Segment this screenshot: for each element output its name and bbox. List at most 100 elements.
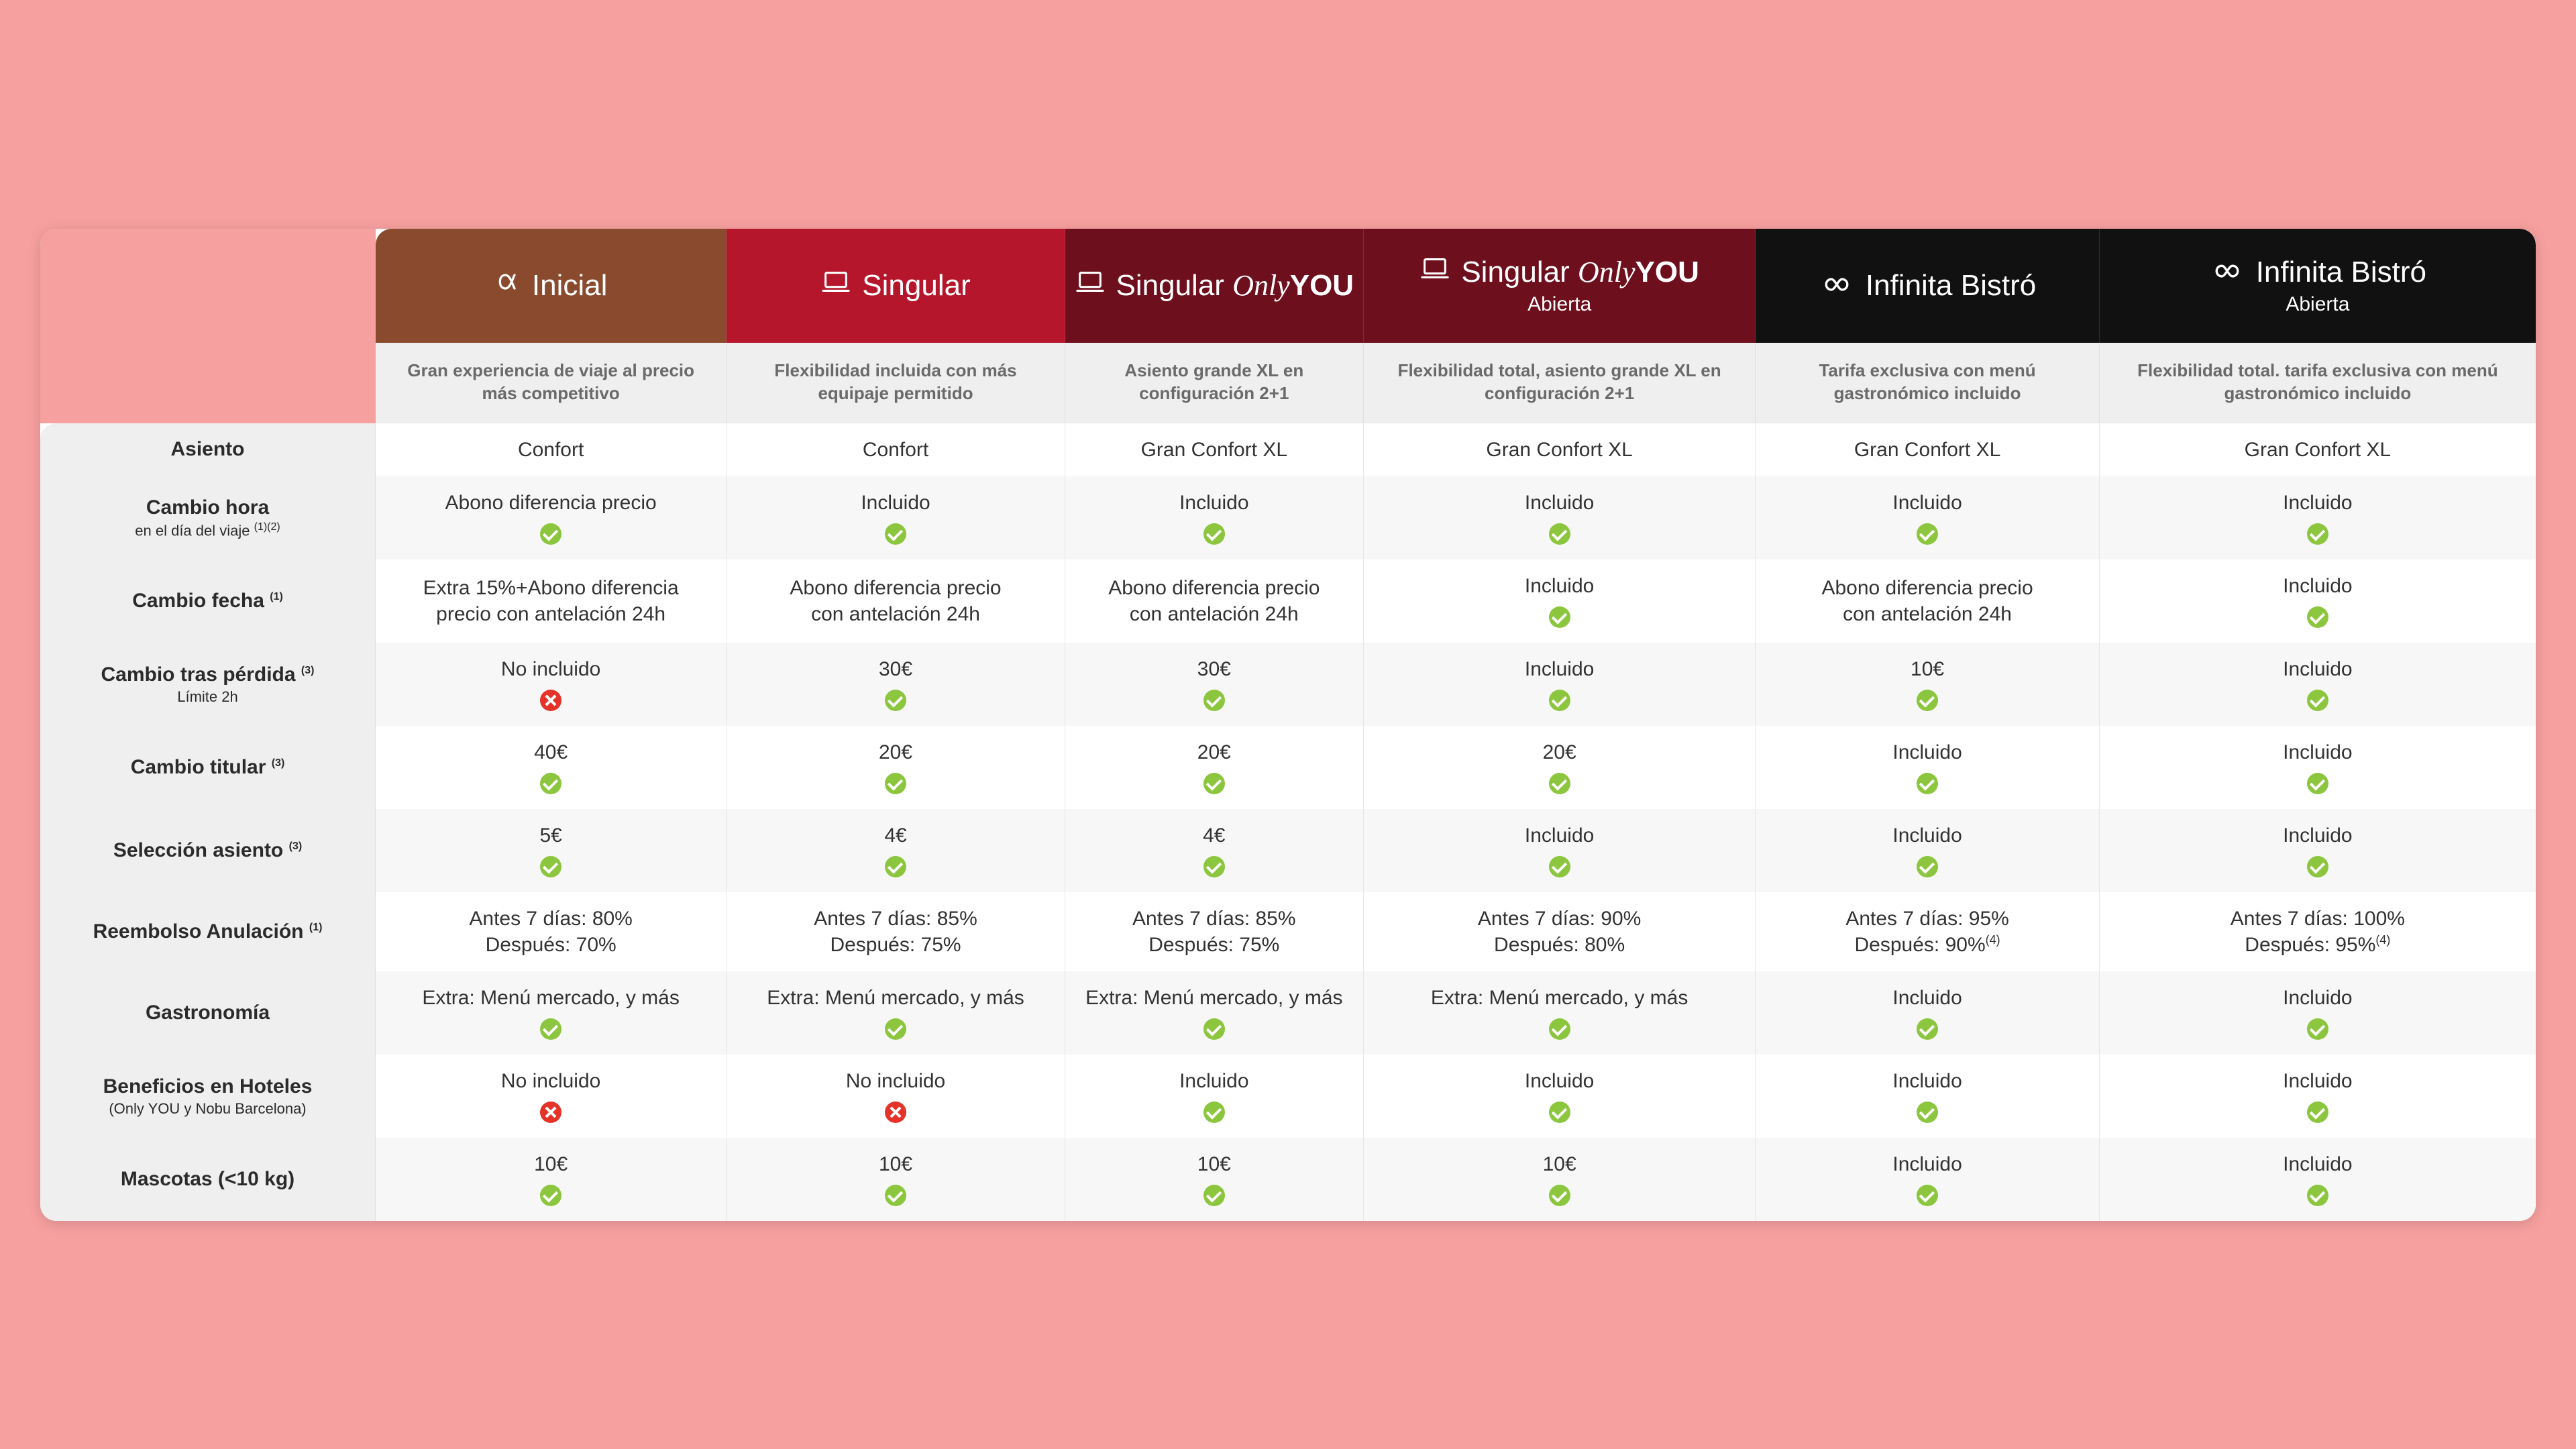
cell: Confort [376,423,727,476]
row-label: Asiento [40,423,376,476]
check-icon [2112,520,2524,546]
row-label: Reembolso Anulación (1) [40,892,376,971]
row-label-main: Asiento [170,438,244,460]
check-icon [1768,853,2086,879]
cell: Extra 15%+Abono diferenciaprecio con ant… [376,559,727,643]
cell-text: Extra: Menú mercado, y más [1431,987,1688,1009]
row-label: Selección asiento (3) [40,809,376,892]
cell-text: Incluido [1179,1070,1248,1092]
cell-text: Incluido [1525,575,1594,597]
check-icon [739,1181,1053,1208]
check-icon [1768,769,2086,796]
cell: Antes 7 días: 85%Después: 75% [727,892,1065,971]
table-row: Cambio titular (3)40€20€20€20€IncluidoIn… [40,726,2536,809]
cell-text: Extra: Menú mercado, y más [1085,987,1342,1009]
plan-title-text: Inicial [532,269,608,303]
cell: Incluido [1756,1138,2099,1221]
check-icon [2112,1098,2524,1124]
cell-text: Abono diferencia precio [1821,577,2033,599]
cell-text: No incluido [501,1070,600,1092]
cell: 20€ [1065,726,1364,809]
plan-header-inicial: Inicial [376,229,727,343]
row-label-sub: en el día del viaje (1)(2) [59,521,356,540]
cell-text: Antes 7 días: 80% [469,908,633,930]
comparison-table-wrap: InicialSingularSingular OnlyYOUSingular … [40,229,2536,1221]
table-body: Asiento Confort Confort Gran Confort XL Gran… [40,423,2536,1221]
cell-text: Incluido [1892,492,1962,514]
table-row: Cambio horaen el día del viaje (1)(2)Abo… [40,476,2536,559]
plan-desc-onlyyou_abierta: Flexibilidad total, asiento grande XL en… [1364,343,1756,423]
check-icon [2112,686,2524,712]
plan-desc-onlyyou: Asiento grande XL en configuración 2+1 [1065,343,1364,423]
cell: Antes 7 días: 95%Después: 90%(4) [1756,892,2099,971]
check-icon [388,769,714,796]
cell-text: 4€ [1203,824,1225,847]
cell-text-2: precio con antelación 24h [388,601,714,627]
cell: 10€ [1756,643,2099,726]
cell: Gran Confort XL [1364,423,1756,476]
cell-text: No incluido [846,1070,945,1092]
infinity-icon [1819,269,1855,303]
cell: Incluido [1364,476,1756,559]
cell: Incluido [1756,726,2099,809]
laptop-icon [1075,268,1106,303]
cell: Incluido [1364,1055,1756,1138]
row-label-sub: (Only YOU y Nobu Barcelona) [59,1099,356,1118]
check-icon [1077,520,1351,546]
cell-text: 10€ [879,1153,912,1175]
cell-text-2: Después: 80% [1376,932,1743,958]
check-icon [1376,769,1743,796]
cell-text: 10€ [1543,1153,1576,1175]
infinity-icon [2209,256,2245,289]
check-icon [2112,1015,2524,1041]
row-label-sup: (1) [270,591,283,602]
row-label-sup: (3) [301,665,315,676]
cell: 10€ [1364,1138,1756,1221]
cell: Incluido [1756,476,2099,559]
plan-header-onlyyou_abierta: Singular OnlyYOU Abierta [1364,229,1756,343]
cell-text: Incluido [1892,1070,1962,1092]
check-icon [1376,603,1743,629]
cell-text: Incluido [2283,575,2352,597]
plan-title-text: Infinita Bistró [2256,256,2426,289]
plan-title-text: Singular OnlyYOU [1461,255,1699,289]
cell-text: Gran Confort XL [1854,439,2000,461]
row-label-main: Mascotas (<10 kg) [121,1168,294,1190]
cell-text: Extra: Menú mercado, y más [767,987,1024,1009]
cell-text: Abono diferencia precio [790,577,1001,599]
plan-desc-bistro_abierta: Flexibilidad total. tarifa exclusiva con… [2100,343,2536,423]
row-label: Cambio titular (3) [40,726,376,809]
table-row: Mascotas (<10 kg)10€10€10€10€IncluidoInc… [40,1138,2536,1221]
cell-text: Incluido [2283,987,2352,1009]
cell-text-2: Después: 75% [739,932,1053,958]
cell: Incluido [2100,1138,2536,1221]
cell: Incluido [1364,643,1756,726]
check-icon [2112,853,2524,879]
cell: 10€ [1065,1138,1364,1221]
cell-text: Confort [863,439,928,461]
cell-text: Gran Confort XL [1141,439,1287,461]
cell-text: Incluido [1179,492,1248,514]
row-label-sup: (1) [309,922,323,933]
check-icon [1077,1015,1351,1041]
plan-desc-row: Gran experiencia de viaje al precio más … [40,343,2536,423]
cell-text: Incluido [861,492,930,514]
check-icon [2112,1181,2524,1208]
table-row: Selección asiento (3)5€4€4€IncluidoInclu… [40,809,2536,892]
check-icon [388,1181,714,1208]
row-label-sub: Límite 2h [59,688,356,706]
check-icon [1077,853,1351,879]
cell: No incluido [376,1055,727,1138]
cell-text: Antes 7 días: 100% [2231,908,2405,930]
check-icon [1768,686,2086,712]
table-row: Cambio tras pérdida (3)Límite 2hNo inclu… [40,643,2536,726]
cell-text: Abono diferencia precio [1108,577,1320,599]
cell-text: Abono diferencia precio [445,492,657,514]
corner-blank [40,229,376,343]
plan-subtitle: Abierta [1364,293,1756,316]
cell-text: Extra: Menú mercado, y más [422,987,679,1009]
row-label-main: Cambio fecha [132,590,264,612]
cell: Incluido [727,476,1065,559]
plan-desc-singular: Flexibilidad incluida con más equipaje p… [727,343,1065,423]
table-row: Asiento Confort Confort Gran Confort XL Gran… [40,423,2536,476]
